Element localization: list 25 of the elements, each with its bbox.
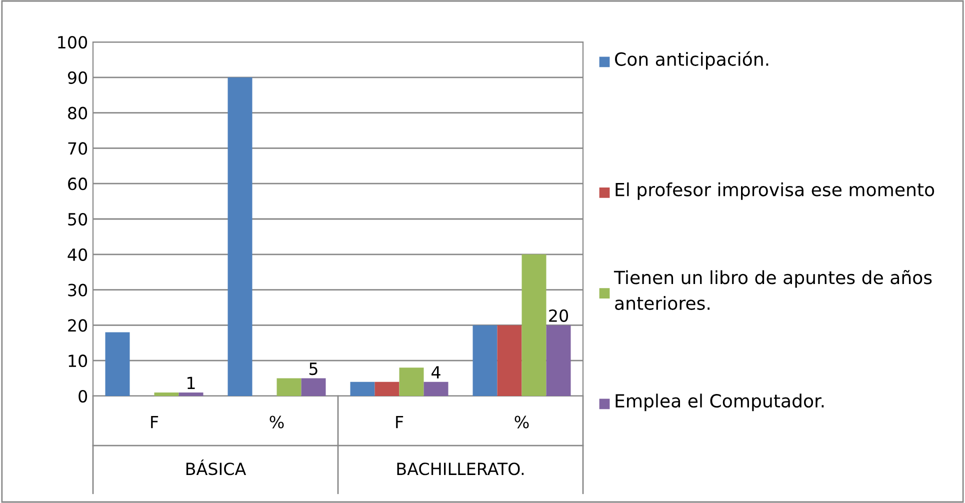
y-tick-label: 0 xyxy=(78,390,88,403)
y-tick-label: 70 xyxy=(68,142,88,155)
y-tick-label: 60 xyxy=(68,178,88,190)
data-label: 20 xyxy=(549,309,568,322)
y-tick-label: 10 xyxy=(68,354,88,368)
y-tick-label: 80 xyxy=(68,106,88,120)
y-tick-label: 90 xyxy=(68,71,88,84)
legend-label: Tienen un libro de apuntes de años anteriores. xyxy=(614,270,932,310)
x-tick-label: % xyxy=(514,416,529,428)
y-tick-label: 40 xyxy=(68,248,88,261)
x-tick-label: % xyxy=(270,416,284,428)
y-tick-label: 30 xyxy=(68,284,88,296)
data-label: 5 xyxy=(309,362,318,376)
legend-label: Con anticipación. xyxy=(615,51,768,70)
legend-label: El profesor improvisa ese momento xyxy=(616,182,934,200)
x-tick-label: F xyxy=(151,416,158,428)
data-label: 1 xyxy=(188,376,195,389)
x-tick-label: F xyxy=(396,416,404,428)
y-tick-label: 50 xyxy=(68,212,88,226)
data-label: 4 xyxy=(432,366,440,378)
text: BACHILLERATO. xyxy=(397,462,524,476)
legend-label: Emplea el Computador. xyxy=(616,394,824,412)
y-tick-label: 100 xyxy=(58,36,88,49)
text: BÁSICA xyxy=(186,460,246,476)
y-tick-label: 20 xyxy=(68,319,88,332)
